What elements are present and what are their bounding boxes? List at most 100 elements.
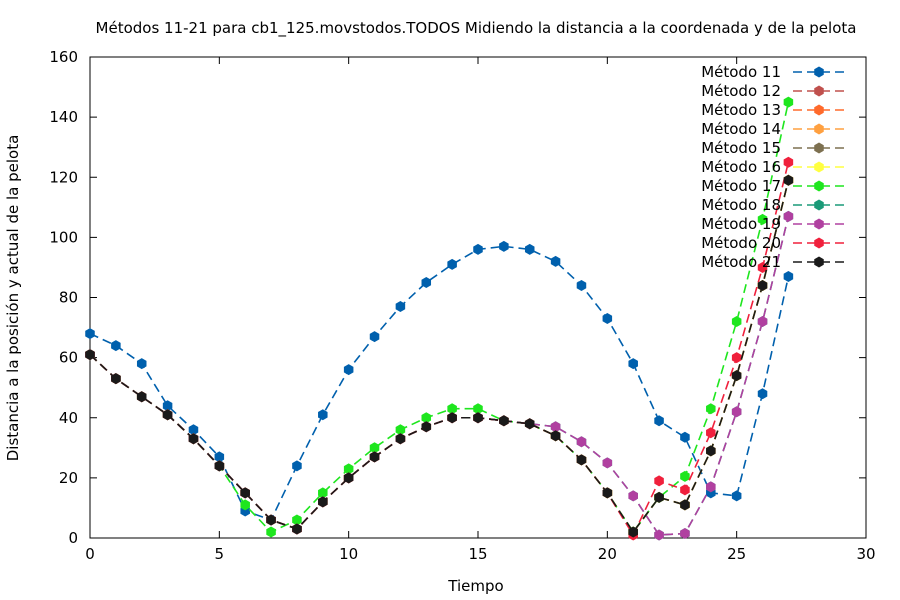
data-point: [706, 445, 716, 457]
legend-marker: [814, 256, 824, 268]
data-point: [654, 491, 664, 503]
data-point: [111, 373, 121, 385]
data-point: [292, 514, 302, 526]
data-point: [395, 301, 406, 313]
data-point: [654, 529, 664, 541]
data-point: [680, 499, 690, 511]
data-point: [731, 370, 742, 382]
y-tick-label: 160: [49, 48, 78, 66]
data-point: [731, 352, 742, 364]
series-14: [85, 174, 794, 538]
legend-marker: [814, 85, 824, 97]
data-point: [369, 442, 380, 454]
legend-marker: [814, 104, 824, 116]
data-point: [680, 484, 690, 496]
series-20: [85, 156, 794, 541]
data-point: [576, 454, 587, 466]
x-tick-label: 25: [727, 545, 746, 563]
x-tick-label: 5: [215, 545, 225, 563]
series-15: [85, 174, 794, 538]
series-layer: [85, 96, 794, 541]
x-tick-label: 15: [468, 545, 487, 563]
data-point: [292, 460, 302, 472]
y-tick-label: 140: [49, 108, 78, 126]
legend-label: Método 14: [701, 120, 781, 138]
series-13: [85, 174, 794, 538]
x-tick-label: 30: [856, 545, 875, 563]
axis-ticks: 0 5 10 15 20 25 30 0 20 40 60 80 100 120 140 160: [49, 48, 875, 563]
y-axis-label: Distancia a la posición y actual de la p…: [4, 135, 22, 462]
legend-label: Método 16: [701, 158, 781, 176]
data-point: [136, 358, 147, 370]
data-point: [214, 451, 225, 463]
legend-label: Método 11: [701, 63, 781, 81]
data-point: [266, 514, 276, 526]
data-point: [680, 470, 690, 482]
series-line: [89, 180, 790, 534]
data-point: [757, 213, 768, 225]
legend-label: Método 13: [701, 101, 781, 119]
data-point: [654, 475, 664, 487]
legend-marker: [814, 237, 824, 249]
data-point: [447, 412, 457, 424]
y-tick-label: 100: [49, 228, 78, 246]
data-point: [111, 340, 121, 352]
data-point: [524, 418, 535, 430]
data-point: [757, 388, 768, 400]
data-point: [162, 409, 173, 421]
series-12: [85, 174, 794, 538]
data-point: [628, 358, 638, 370]
series-16: [85, 174, 794, 538]
legend-marker: [814, 218, 824, 230]
series-21: [85, 174, 794, 538]
series-11: [85, 240, 794, 526]
data-point: [499, 240, 509, 252]
data-point: [731, 406, 742, 418]
data-point: [473, 412, 483, 424]
data-point: [343, 472, 354, 484]
x-axis-label: Tiempo: [447, 577, 503, 595]
legend-marker: [814, 66, 824, 78]
data-point: [395, 424, 406, 436]
data-point: [757, 279, 768, 291]
data-point: [85, 349, 95, 361]
data-point: [343, 364, 354, 376]
legend-label: Método 21: [701, 253, 781, 271]
data-point: [240, 499, 250, 511]
data-point: [757, 261, 768, 273]
data-point: [473, 403, 483, 415]
data-point: [783, 156, 794, 168]
data-point: [731, 490, 742, 502]
data-point: [783, 210, 794, 222]
data-point: [499, 415, 509, 427]
data-point: [680, 431, 690, 443]
legend-marker: [814, 161, 824, 173]
y-tick-label: 0: [68, 529, 78, 547]
data-point: [266, 526, 276, 538]
data-point: [85, 328, 95, 340]
data-point: [395, 433, 406, 445]
y-tick-label: 80: [59, 289, 78, 307]
legend-marker: [814, 142, 824, 154]
data-point: [680, 527, 690, 539]
data-point: [162, 400, 173, 412]
data-point: [576, 279, 587, 291]
x-tick-label: 20: [598, 545, 617, 563]
data-point: [343, 463, 354, 475]
data-point: [602, 457, 613, 469]
data-point: [318, 409, 328, 421]
data-point: [188, 433, 199, 445]
data-point: [602, 313, 613, 325]
y-tick-label: 40: [59, 409, 78, 427]
legend-label: Método 12: [701, 82, 781, 100]
data-point: [706, 481, 716, 493]
data-point: [602, 487, 613, 499]
x-tick-label: 10: [339, 545, 358, 563]
data-point: [214, 460, 225, 472]
data-point: [706, 427, 716, 439]
data-point: [447, 258, 457, 270]
data-point: [654, 415, 664, 427]
legend-label: Método 15: [701, 139, 781, 157]
